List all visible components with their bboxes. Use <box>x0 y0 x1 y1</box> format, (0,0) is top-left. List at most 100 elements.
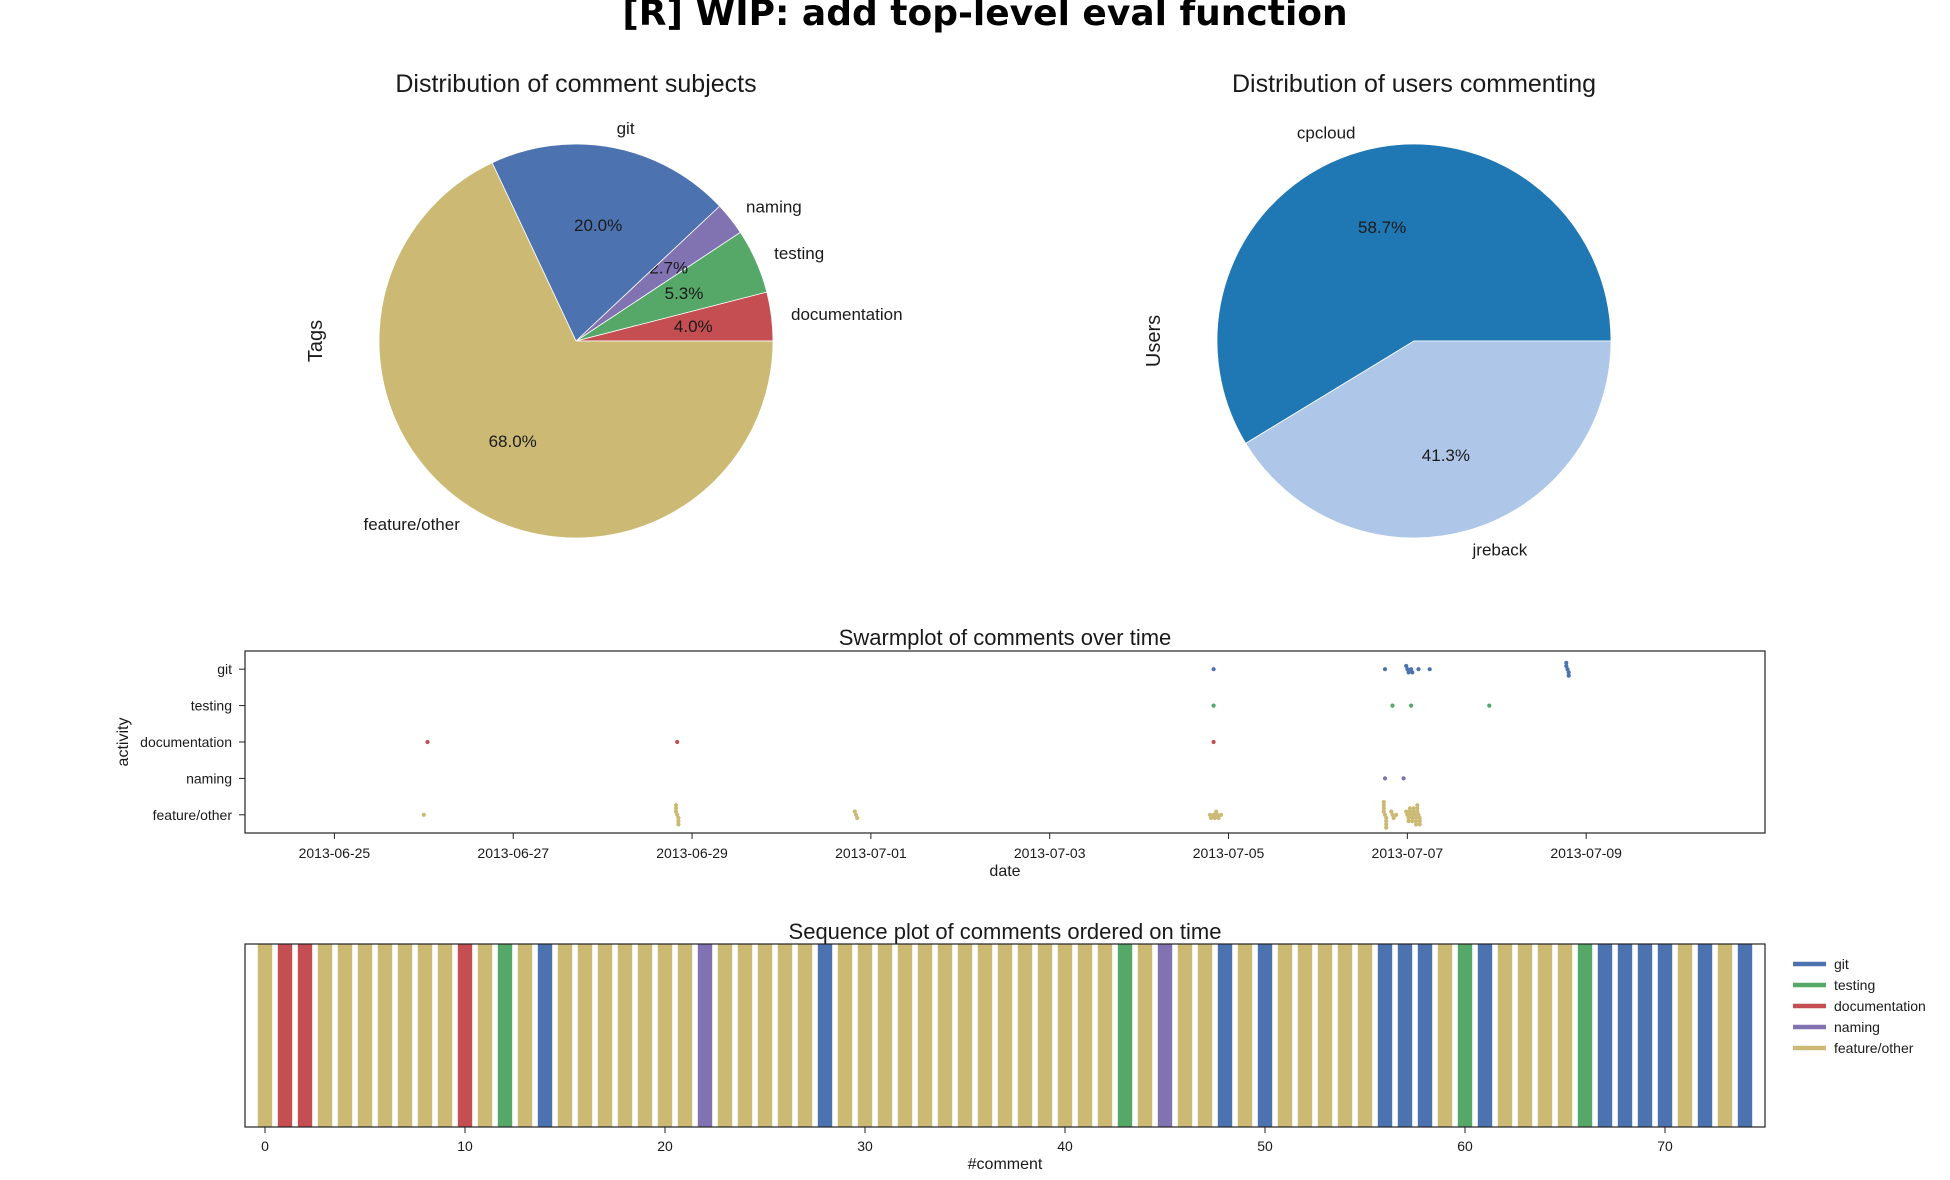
swarm-point-git <box>1566 673 1571 678</box>
swarm-point-feature-other <box>1384 819 1389 824</box>
swarm-point-feature-other <box>1384 815 1389 821</box>
sequence-bar-git <box>1477 944 1493 1127</box>
swarm-point-feature-other <box>1417 815 1422 821</box>
swarm-ytick-feature-other: feature/other <box>153 807 233 823</box>
sequence-bar-feature-other <box>377 944 393 1127</box>
sequence-plot-frame <box>244 943 1766 1128</box>
swarm-point-feature-other <box>1409 812 1414 817</box>
pie1-pct-documentation: 4.0% <box>674 317 713 336</box>
swarm-point-documentation <box>425 739 430 745</box>
swarm-ylabel: activity <box>115 718 132 767</box>
sequence-bar-feature-other <box>1137 944 1153 1127</box>
swarm-xtick-2013-07-05: 2013-07-05 <box>1193 845 1265 861</box>
swarm-plot-frame <box>244 650 1766 834</box>
swarm-point-feature-other <box>1382 812 1388 817</box>
swarm-title: Swarmplot of comments over time <box>839 625 1172 650</box>
swarm-point-documentation <box>1211 739 1216 745</box>
swarm-point-feature-other <box>1411 806 1416 811</box>
swarm-point-git <box>1406 670 1411 675</box>
sequence-bar-feature-other <box>417 944 433 1127</box>
sequence-bar-testing <box>1577 944 1593 1127</box>
swarm-point-feature-other <box>1415 803 1420 808</box>
swarm-point-documentation <box>675 739 680 745</box>
sequence-bar-feature-other <box>357 944 373 1127</box>
sequence-bar-git <box>1697 944 1713 1127</box>
sequence-bar-feature-other <box>897 944 913 1127</box>
swarm-point-git <box>1566 670 1571 675</box>
swarm-point-feature-other <box>1219 812 1224 817</box>
sequence-xtick-30: 30 <box>857 1138 873 1154</box>
sequence-bar-feature-other <box>677 944 693 1127</box>
sequence-xtick-70: 70 <box>1657 1138 1673 1154</box>
sequence-bar-feature-other <box>597 944 613 1127</box>
sequence-bar-feature-other <box>957 944 973 1127</box>
pie1-ylabel: Tags <box>305 320 327 362</box>
pie1-pct-testing: 5.3% <box>665 284 704 303</box>
sequence-bar-feature-other <box>577 944 593 1127</box>
sequence-bar-feature-other <box>1317 944 1333 1127</box>
sequence-bar-feature-other <box>1097 944 1113 1127</box>
sequence-bar-feature-other <box>737 944 753 1127</box>
swarm-point-feature-other <box>673 803 679 808</box>
swarm-point-git <box>1211 667 1216 672</box>
sequence-xlabel: #comment <box>968 1156 1043 1173</box>
sequence-bar-git <box>1637 944 1653 1127</box>
sequence-xtick-20: 20 <box>657 1138 673 1154</box>
pie1-pct-feature-other: 68.0% <box>489 432 537 451</box>
swarm-point-feature-other <box>1207 812 1212 817</box>
sequence-bar-feature-other <box>977 944 993 1127</box>
sequence-bar-feature-other <box>857 944 873 1127</box>
sequence-bar-feature-other <box>757 944 773 1127</box>
swarm-point-feature-other <box>1390 812 1395 817</box>
swarm-xtick-2013-06-25: 2013-06-25 <box>299 845 371 861</box>
sequence-bar-testing <box>1457 944 1473 1127</box>
sequence-bar-feature-other <box>657 944 673 1127</box>
sequence-bar-git <box>1397 944 1413 1127</box>
sequence-bar-feature-other <box>837 944 853 1127</box>
swarm-point-feature-other <box>1413 822 1419 827</box>
sequence-bar-feature-other <box>437 944 453 1127</box>
pie1-label-feature-other: feature/other <box>363 515 460 534</box>
legend-label-testing: testing <box>1834 977 1875 993</box>
pie1-slice-feature-other <box>378 162 774 539</box>
swarm-point-git <box>1382 667 1388 672</box>
swarm-point-feature-other <box>1214 809 1219 814</box>
swarm-point-testing <box>1409 703 1414 708</box>
swarm-point-feature-other <box>1410 815 1415 821</box>
sequence-bar-git <box>1737 944 1753 1127</box>
swarm-point-feature-other <box>1404 809 1409 814</box>
sequence-bar-feature-other <box>1677 944 1693 1127</box>
sequence-bar-git <box>1657 944 1673 1127</box>
sequence-bar-feature-other <box>1437 944 1453 1127</box>
sequence-bar-feature-other <box>937 944 953 1127</box>
swarm-point-feature-other <box>1406 815 1411 821</box>
swarm-point-feature-other <box>1394 812 1399 817</box>
swarm-point-feature-other <box>1216 815 1221 821</box>
swarm-point-feature-other <box>1384 822 1389 827</box>
swarm-point-feature-other <box>1407 809 1412 814</box>
sequence-bar-feature-other <box>1517 944 1533 1127</box>
sequence-bar-feature-other <box>1197 944 1213 1127</box>
sequence-bar-documentation <box>297 944 313 1127</box>
swarm-ytick-naming: naming <box>186 770 232 786</box>
swarm-point-feature-other <box>1410 819 1415 824</box>
pie2-pct-jreback: 41.3% <box>1422 446 1470 465</box>
legend-label-naming: naming <box>1834 1019 1880 1035</box>
sequence-legend: git testing documentation naming feature/oth… <box>1793 956 1926 1056</box>
sequence-bar-feature-other <box>1717 944 1733 1127</box>
swarm-point-feature-other <box>1384 825 1389 830</box>
swarm-point-naming <box>1382 776 1388 781</box>
sequence-bar-testing <box>1117 944 1133 1127</box>
swarm-point-feature-other <box>421 812 426 817</box>
swarm-point-feature-other <box>676 822 681 827</box>
sequence-bar-testing <box>497 944 513 1127</box>
sequence-bar-feature-other <box>917 944 933 1127</box>
swarm-point-testing <box>1487 703 1492 708</box>
swarm-xtick-2013-07-07: 2013-07-07 <box>1372 845 1444 861</box>
sequence-bar-naming <box>697 944 713 1127</box>
sequence-bar-documentation <box>277 944 293 1127</box>
sequence-bar-feature-other <box>337 944 353 1127</box>
pie-chart-comment-subjects: Distribution of comment subjects Tags 4.… <box>305 70 903 539</box>
sequence-bar-feature-other <box>1017 944 1033 1127</box>
swarm-point-feature-other <box>852 809 857 814</box>
